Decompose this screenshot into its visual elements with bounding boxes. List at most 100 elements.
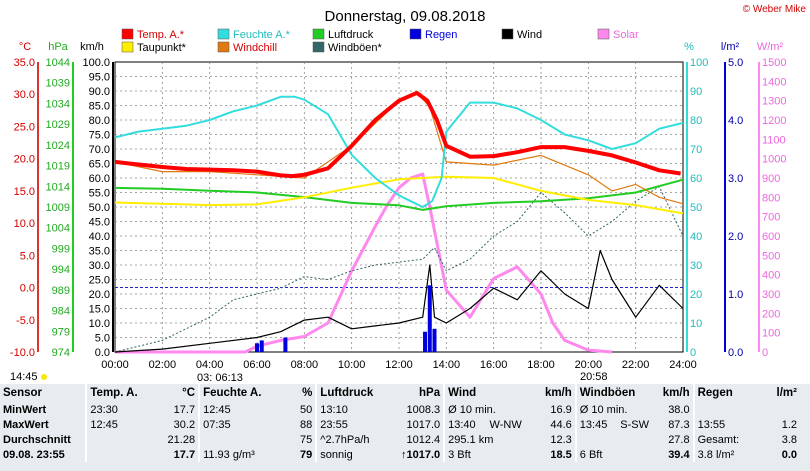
x-tick-label: 14:00 bbox=[433, 359, 461, 371]
temp-time: 23:30 bbox=[85, 402, 153, 417]
tick-label-hum: 100 bbox=[690, 57, 708, 69]
rain-value bbox=[755, 402, 800, 417]
row-label: MaxWert bbox=[3, 418, 49, 431]
tick-label-rain: 3.0 bbox=[728, 173, 743, 185]
x-tick-label: 12:00 bbox=[385, 359, 413, 371]
legend-swatch bbox=[597, 28, 610, 40]
wind-value: 18.5 bbox=[550, 448, 572, 461]
gust-value: 39.4 bbox=[668, 448, 690, 461]
x-tick-label: 08:00 bbox=[291, 359, 319, 371]
tick-label-solar: 1000 bbox=[762, 154, 786, 166]
x-tick-label: 16:00 bbox=[480, 359, 508, 371]
sunset-label: 20:58 bbox=[580, 371, 608, 383]
wind-value: 12.3 bbox=[550, 433, 572, 446]
tick-label-hum: 30 bbox=[690, 260, 702, 272]
tick-label-wind: 65.0 bbox=[89, 159, 110, 171]
stats-table: Sensor Temp. A. °C Feuchte A. % Luftdruc… bbox=[0, 384, 800, 462]
rain-total-label: Gesamt: bbox=[692, 432, 755, 447]
tick-label-press: 994 bbox=[52, 264, 70, 276]
series-line bbox=[114, 175, 684, 215]
tick-label-wind: 85.0 bbox=[89, 101, 110, 113]
temp-value: 30.2 bbox=[173, 418, 196, 431]
copyright-label: © Weber Mike bbox=[742, 4, 806, 15]
tick-label-press: 1009 bbox=[46, 202, 70, 214]
tick-label-wind: 30.0 bbox=[89, 260, 110, 272]
tick-label-hum: 60 bbox=[690, 173, 702, 185]
tick-label-solar: 1300 bbox=[762, 96, 786, 108]
header-wind: Wind bbox=[443, 384, 525, 402]
series-line bbox=[114, 95, 684, 208]
rain-bar bbox=[283, 337, 288, 352]
tick-label-wind: 70.0 bbox=[89, 144, 110, 156]
header-hum-unit: % bbox=[302, 387, 313, 399]
axis-unit-temp: °C bbox=[19, 41, 31, 53]
rain-value: 3.8 bbox=[781, 433, 797, 446]
wind-value: 44.6 bbox=[550, 418, 572, 431]
axis-unit-solar: W/m² bbox=[757, 41, 784, 53]
header-gust-unit: km/h bbox=[662, 387, 690, 399]
x-tick-label: 22:00 bbox=[622, 359, 650, 371]
tick-label-temp: 10.0 bbox=[14, 218, 35, 230]
axis-tick-labels: 35.0 30.0 25.0 20.0 15.0 10.0 5.0 0.0 -5.0 -10.0 1… bbox=[10, 57, 787, 371]
tick-label-temp: 0.0 bbox=[20, 283, 35, 295]
tick-label-wind: 15.0 bbox=[89, 304, 110, 316]
tick-label-solar: 700 bbox=[762, 212, 780, 224]
press-value: 1008.3 bbox=[406, 403, 441, 416]
tick-label-press: 1029 bbox=[46, 119, 70, 131]
row-label: Durchschnitt bbox=[3, 433, 71, 446]
legend-swatch bbox=[217, 28, 230, 40]
stats-row-avg: Durchschnitt 21.28 75 ^2.7hPa/h 1012.4 2… bbox=[0, 432, 800, 447]
tick-label-wind: 55.0 bbox=[89, 188, 110, 200]
header-rain: Regen bbox=[692, 384, 755, 402]
header-gust: Windböen bbox=[574, 384, 653, 402]
tick-label-press: 1034 bbox=[46, 98, 70, 110]
tick-label-solar: 1100 bbox=[762, 134, 786, 146]
weather-state: sonnig bbox=[315, 447, 383, 462]
press-time: 23:55 bbox=[315, 417, 383, 432]
tick-label-press: 1024 bbox=[46, 140, 70, 152]
hum-value: 75 bbox=[300, 433, 313, 446]
tick-label-temp: -5.0 bbox=[16, 315, 35, 327]
rain-day: 3.8 l/m² bbox=[692, 447, 755, 462]
tick-label-wind: 25.0 bbox=[89, 275, 110, 287]
tick-label-hum: 50 bbox=[690, 202, 702, 214]
tick-label-temp: 5.0 bbox=[20, 250, 35, 262]
temp-value: 21.28 bbox=[167, 433, 196, 446]
grid-lines bbox=[114, 61, 684, 353]
tick-label-solar: 500 bbox=[762, 250, 780, 262]
tick-label-temp: -10.0 bbox=[10, 347, 35, 359]
x-tick-label: 06:00 bbox=[243, 359, 271, 371]
sunrise-label: 14:45 bbox=[10, 371, 47, 383]
weather-chart: Donnerstag, 09.08.2018 Temp. A.* Feuchte … bbox=[10, 8, 787, 371]
legend-swatch bbox=[409, 28, 422, 40]
tick-label-wind: 10.0 bbox=[89, 318, 110, 330]
legend-label: Windchill bbox=[233, 42, 277, 54]
axis-unit-press: hPa bbox=[48, 41, 68, 53]
gust-direction: S-SW bbox=[620, 418, 650, 431]
header-rain-unit: l/m² bbox=[776, 387, 797, 399]
series-line bbox=[114, 249, 684, 353]
tick-label-hum: 70 bbox=[690, 144, 702, 156]
x-tick-label: 02:00 bbox=[149, 359, 177, 371]
tick-label-hum: 80 bbox=[690, 115, 702, 127]
legend-swatch bbox=[312, 28, 325, 40]
tick-label-wind: 80.0 bbox=[89, 115, 110, 127]
tick-label-hum: 90 bbox=[690, 86, 702, 98]
tick-label-wind: 50.0 bbox=[89, 202, 110, 214]
tick-label-solar: 200 bbox=[762, 308, 780, 320]
axis-unit-wind: km/h bbox=[80, 41, 104, 53]
legend-label: Windböen* bbox=[328, 42, 383, 54]
hum-time: 12:45 bbox=[198, 402, 281, 417]
x-tick-label: 24:00 bbox=[669, 359, 697, 371]
axis-unit-hum: % bbox=[684, 41, 694, 53]
hum-value: 50 bbox=[300, 403, 313, 416]
hum-value: 88 bbox=[300, 418, 313, 431]
header-temp: Temp. A. bbox=[85, 384, 153, 402]
tick-label-wind: 40.0 bbox=[89, 231, 110, 243]
legend-label: Temp. A.* bbox=[137, 29, 185, 41]
tick-label-wind: 0.0 bbox=[95, 347, 110, 359]
tick-label-temp: 35.0 bbox=[14, 57, 35, 69]
x-tick-label: 10:00 bbox=[338, 359, 366, 371]
legend-swatch bbox=[121, 41, 134, 53]
tick-label-wind: 45.0 bbox=[89, 217, 110, 229]
